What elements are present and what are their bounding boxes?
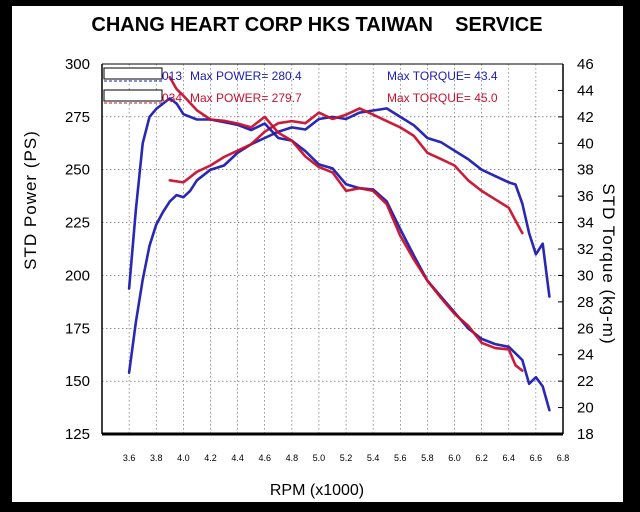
x-tick-label: 5.4: [367, 453, 380, 463]
y2-tick-label: 26: [577, 320, 594, 337]
x-tick-label: 5.8: [421, 453, 434, 463]
x-tick-label: 6.4: [503, 453, 516, 463]
y2-tick-label: 46: [577, 56, 594, 73]
y2-tick-label: 38: [577, 162, 594, 179]
x-tick-label: 4.2: [204, 453, 217, 463]
x-tick-label: 6.8: [557, 453, 570, 463]
y2-tick-label: 40: [577, 135, 594, 152]
series-line-013-torque: [127, 97, 551, 412]
legend: 013 Max POWER= 280.4 Max TORQUE= 43.4 034 Ma…: [103, 67, 498, 105]
x-tick-label: 6.6: [530, 453, 543, 463]
legend-max-torque: Max TORQUE= 43.4: [387, 69, 498, 83]
y-tick-label: 225: [65, 215, 90, 232]
y-axis-label: STD Power (PS): [21, 130, 40, 270]
x-tick-label: 4.0: [177, 453, 190, 463]
y2-tick-label: 30: [577, 267, 594, 284]
x-tick-label: 4.8: [286, 453, 299, 463]
y2-tick-label: 32: [577, 241, 594, 258]
series-line-034-torque: [168, 75, 524, 372]
legend-run-label: 034: [162, 91, 182, 105]
chart-frame: CHANG HEART CORP HKS TAIWAN SERVICE RPM …: [12, 6, 623, 502]
legend-max-power: Max POWER= 279.7: [190, 91, 302, 105]
series-line-034-power: [168, 107, 524, 235]
x-tick-label: 6.2: [475, 453, 488, 463]
x-tick-label: 4.4: [231, 453, 244, 463]
x-tick-label: 5.0: [313, 453, 326, 463]
x-tick-label: 3.6: [123, 453, 136, 463]
legend-max-torque: Max TORQUE= 45.0: [387, 91, 498, 105]
watermark: #358965: [574, 489, 617, 501]
y2-tick-label: 18: [577, 426, 594, 443]
y-tick-label: 250: [65, 162, 90, 179]
y2-axis-label: STD Torque (kg-m): [599, 183, 618, 344]
axes: 3.6 3.8 4.0 4.2 4.4 4.6 4.8 5.0 5.2 5.4 5.6 5.8 6.0 6…: [65, 56, 594, 463]
y2-tick-label: 36: [577, 188, 594, 205]
legend-box: [103, 67, 163, 80]
chart-title: CHANG HEART CORP HKS TAIWAN SERVICE: [91, 14, 542, 36]
legend-box: [103, 89, 163, 102]
y2-tick-label: 20: [577, 400, 594, 417]
y-tick-label: 125: [65, 426, 90, 443]
y2-tick-label: 42: [577, 109, 594, 126]
y-tick-label: 150: [65, 373, 90, 390]
dyno-chart: CHANG HEART CORP HKS TAIWAN SERVICE RPM …: [21, 14, 618, 499]
x-tick-label: 5.6: [394, 453, 407, 463]
x-tick-label: 3.8: [150, 453, 163, 463]
legend-run-label: 013: [162, 69, 182, 83]
y2-tick-label: 22: [577, 373, 594, 390]
y2-tick-label: 24: [577, 347, 594, 364]
legend-max-power: Max POWER= 280.4: [190, 69, 302, 83]
y-tick-label: 200: [65, 267, 90, 284]
y-tick-label: 175: [65, 320, 90, 337]
series-line-013-power: [127, 107, 551, 374]
x-tick-label: 6.0: [448, 453, 461, 463]
y2-tick-label: 44: [577, 82, 594, 99]
x-tick-label: 4.6: [258, 453, 271, 463]
series-lines: [127, 75, 551, 412]
y2-tick-label: 28: [577, 294, 594, 311]
y-tick-label: 275: [65, 109, 90, 126]
y-tick-label: 300: [65, 56, 90, 73]
x-tick-label: 5.2: [340, 453, 353, 463]
y2-tick-label: 34: [577, 215, 594, 232]
x-axis-label: RPM (x1000): [270, 482, 364, 499]
